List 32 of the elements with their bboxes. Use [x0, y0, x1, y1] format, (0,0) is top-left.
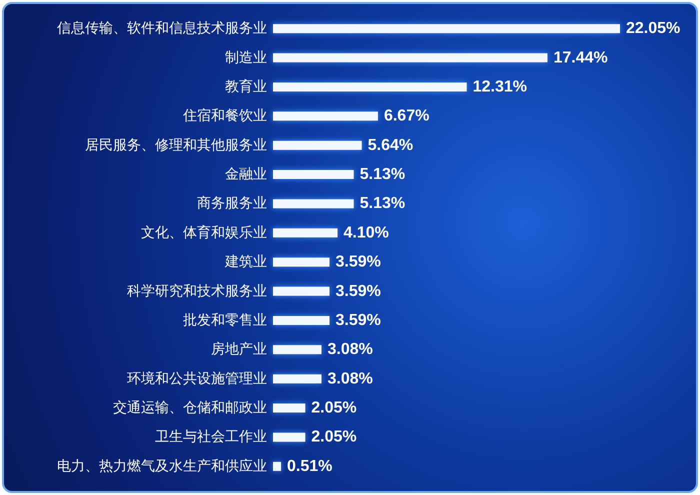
data-label: 2.05% — [311, 400, 357, 417]
y-tick-label: 电力、热力燃气及水生产和供应业 — [57, 458, 267, 474]
data-label: 6.67% — [384, 108, 430, 125]
y-tick-label: 居民服务、修理和其他服务业 — [85, 137, 267, 154]
data-label: 3.08% — [327, 370, 373, 388]
y-tick-label: 房地产业 — [211, 342, 267, 358]
data-label: 3.08% — [327, 341, 373, 358]
data-label: 3.59% — [335, 254, 381, 271]
data-label: 4.10% — [344, 224, 389, 242]
data-label: 0.51% — [287, 458, 332, 475]
data-label: 5.64% — [368, 136, 414, 154]
data-label: 2.05% — [311, 428, 357, 446]
y-tick-label: 住宿和餐饮业 — [182, 108, 267, 124]
data-label: 5.13% — [360, 195, 406, 212]
data-label: 3.59% — [335, 282, 381, 300]
data-label: 17.44% — [553, 49, 608, 66]
y-tick-label: 金融业 — [225, 166, 267, 183]
y-tick-label: 交通运输、仓储和邮政业 — [113, 400, 267, 416]
y-tick-label: 卫生与社会工作业 — [155, 429, 267, 446]
y-tick-label: 批发和零售业 — [183, 312, 267, 328]
data-label: 3.59% — [335, 312, 381, 329]
data-label: 22.05% — [626, 20, 680, 38]
y-tick-label: 商务服务业 — [197, 196, 267, 212]
y-tick-label: 环境和公共设施管理业 — [127, 370, 267, 387]
y-tick-label: 科学研究和技术服务业 — [127, 283, 267, 300]
y-tick-label: 信息传输、软件和信息技术服务业 — [57, 20, 267, 37]
y-tick-label: 建筑业 — [224, 254, 267, 270]
y-tick-label: 教育业 — [225, 78, 267, 95]
data-label: 12.31% — [472, 78, 527, 96]
data-label: 5.13% — [360, 166, 406, 184]
y-tick-label: 文化、体育和娱乐业 — [141, 224, 267, 241]
y-tick-label: 制造业 — [225, 50, 267, 66]
